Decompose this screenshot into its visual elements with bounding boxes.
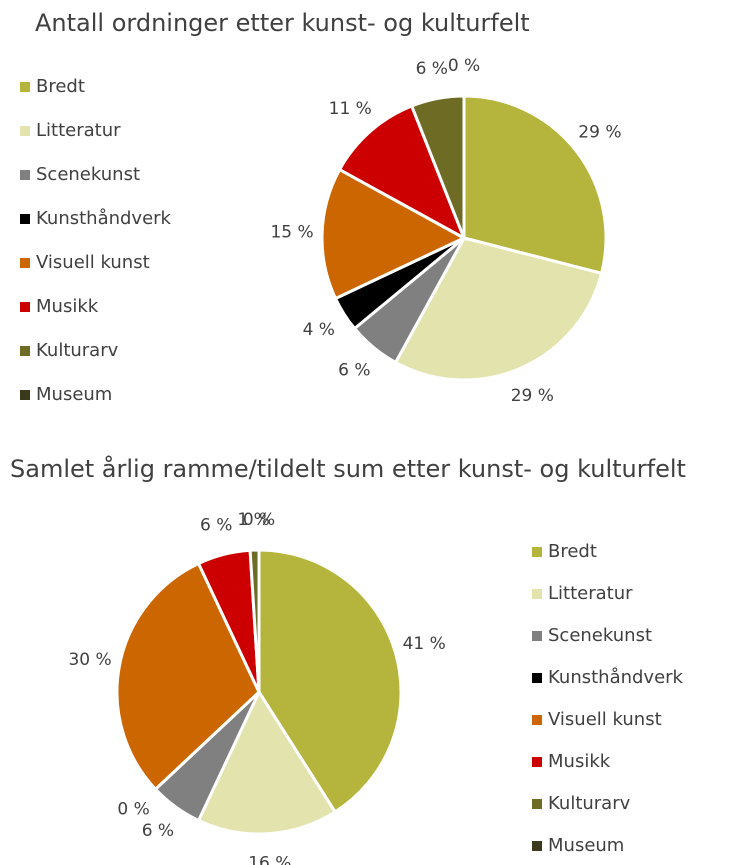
data-label: 4 % — [303, 320, 335, 340]
legend-swatch — [532, 589, 542, 599]
legend-label: Kulturarv — [548, 793, 631, 814]
legend-label: Kunsthåndverk — [36, 208, 172, 229]
legend-label: Litteratur — [36, 120, 121, 141]
pie-slice — [337, 104, 467, 242]
legend-swatch — [20, 214, 30, 224]
pie-slice — [196, 688, 338, 836]
data-label: 1 % — [237, 510, 269, 530]
data-label: 0 % — [243, 510, 275, 530]
legend-swatch — [532, 547, 542, 557]
data-label: 41 % — [403, 634, 446, 654]
legend-swatch — [20, 302, 30, 312]
legend-label: Musikk — [548, 751, 611, 772]
legend-label: Visuell kunst — [36, 252, 150, 273]
legend-swatch — [532, 673, 542, 683]
data-label: 0 % — [448, 56, 480, 76]
legend-swatch — [532, 715, 542, 725]
data-label: 15 % — [270, 223, 313, 243]
legend-swatch — [20, 390, 30, 400]
data-label: 6 % — [338, 361, 370, 381]
data-label: 29 % — [578, 123, 621, 143]
pie-slice — [393, 236, 604, 382]
legend-label: Scenekunst — [548, 625, 652, 646]
data-label: 16 % — [248, 854, 291, 865]
data-label: 30 % — [68, 650, 111, 670]
data-label: 11 % — [329, 99, 372, 119]
legend-swatch — [20, 258, 30, 268]
legend-swatch — [20, 170, 30, 180]
legend-swatch — [532, 841, 542, 851]
data-label: 6 % — [142, 821, 174, 841]
data-label: 6 % — [200, 515, 232, 535]
legend-label: Bredt — [548, 541, 597, 562]
legend-label: Musikk — [36, 296, 99, 317]
legend-swatch — [20, 346, 30, 356]
legend-label: Museum — [548, 835, 624, 856]
legend-swatch — [20, 82, 30, 92]
legend-label: Litteratur — [548, 583, 633, 604]
legend-swatch — [532, 799, 542, 809]
legend-label: Bredt — [36, 76, 85, 97]
legend-swatch — [532, 631, 542, 641]
pie-slice — [462, 94, 608, 276]
data-label: 6 % — [416, 59, 448, 79]
legend-swatch — [532, 757, 542, 767]
data-label: 29 % — [511, 386, 554, 406]
chart-title: Antall ordninger etter kunst- og kulturf… — [35, 9, 530, 37]
legend-label: Visuell kunst — [548, 709, 662, 730]
data-label: 0 % — [117, 800, 149, 820]
legend-label: Museum — [36, 384, 112, 405]
legend-label: Kunsthåndverk — [548, 667, 684, 688]
pie-slice — [320, 167, 468, 301]
legend-label: Scenekunst — [36, 164, 140, 185]
legend-label: Kulturarv — [36, 340, 119, 361]
legend-swatch — [20, 126, 30, 136]
chart-title: Samlet årlig ramme/tildelt sum etter kun… — [10, 454, 686, 483]
